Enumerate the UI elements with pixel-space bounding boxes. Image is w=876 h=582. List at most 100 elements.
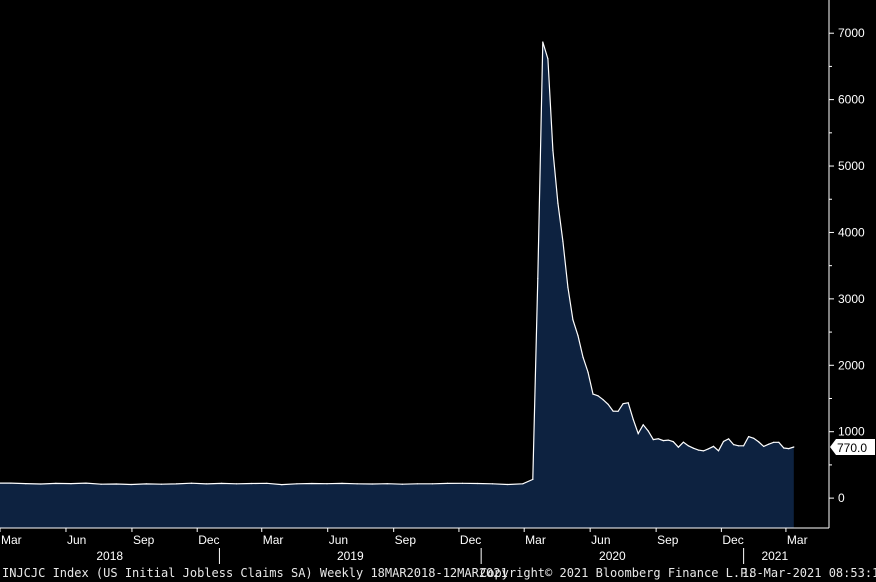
- data-point: [602, 399, 604, 401]
- data-point: [753, 437, 755, 439]
- data-point: [682, 441, 685, 443]
- data-point: [492, 483, 494, 485]
- x-tick-label: Mar: [263, 533, 284, 547]
- data-point: [587, 371, 589, 373]
- data-point: [446, 482, 449, 484]
- data-point: [687, 445, 690, 447]
- x-tick-label: Mar: [787, 533, 808, 547]
- data-point: [562, 240, 564, 242]
- y-tick-label: 7000: [838, 26, 865, 40]
- data-point: [743, 445, 745, 447]
- data-point: [667, 439, 669, 441]
- footer-series-info: INJCJC Index (US Initial Jobless Claims …: [2, 566, 508, 580]
- y-tick-label: 1000: [838, 425, 865, 439]
- data-point: [507, 483, 509, 486]
- data-point: [582, 356, 584, 358]
- data-point: [205, 483, 208, 485]
- data-point: [637, 433, 639, 435]
- data-point: [311, 482, 313, 485]
- data-point: [738, 445, 740, 447]
- x-year-label: 2021: [761, 549, 788, 563]
- data-point: [577, 335, 579, 337]
- data-point: [712, 445, 715, 447]
- data-point: [567, 286, 569, 288]
- data-point: [522, 483, 524, 485]
- footer-timestamp: 18-Mar-2021 08:53:12: [742, 566, 876, 580]
- data-point: [190, 482, 193, 484]
- data-point: [547, 58, 549, 60]
- data-point: [281, 484, 283, 486]
- data-point: [592, 393, 594, 395]
- series-area: [0, 42, 794, 528]
- x-tick-label: Sep: [395, 533, 417, 547]
- data-point: [416, 483, 418, 485]
- x-tick-label: Dec: [460, 533, 481, 547]
- data-point: [542, 41, 544, 43]
- y-tick-label: 6000: [838, 93, 865, 107]
- data-point: [733, 444, 735, 446]
- x-tick-label: Dec: [722, 533, 743, 547]
- x-tick-label: Jun: [329, 533, 348, 547]
- data-point: [778, 441, 780, 443]
- data-point: [758, 441, 760, 443]
- data-point: [341, 482, 343, 484]
- data-point: [788, 448, 790, 450]
- data-point: [175, 483, 177, 485]
- x-tick-label: Jun: [591, 533, 610, 547]
- data-point: [477, 482, 479, 485]
- data-point: [236, 483, 238, 485]
- x-tick-label: Sep: [657, 533, 679, 547]
- data-point: [386, 483, 388, 485]
- data-point: [647, 430, 649, 432]
- data-point: [70, 483, 72, 485]
- data-point: [266, 482, 268, 484]
- x-tick-label: Sep: [133, 533, 155, 547]
- data-point: [783, 447, 785, 449]
- data-point: [617, 410, 619, 412]
- x-tick-label: Jun: [67, 533, 86, 547]
- data-point: [100, 483, 102, 485]
- data-point: [672, 441, 674, 443]
- data-point: [10, 482, 12, 484]
- data-point: [662, 440, 664, 442]
- data-point: [115, 483, 117, 485]
- data-point: [221, 482, 223, 484]
- y-tick-label: 4000: [838, 225, 865, 239]
- data-point: [160, 483, 162, 485]
- data-point: [40, 483, 42, 485]
- y-tick-label: 0: [838, 491, 845, 505]
- series-line: [0, 41, 794, 486]
- data-point: [632, 418, 634, 420]
- data-point: [773, 441, 775, 443]
- x-tick-label: Mar: [525, 533, 546, 547]
- x-year-label: 2020: [599, 549, 626, 563]
- x-tick-label: Mar: [1, 533, 22, 547]
- data-point: [728, 438, 730, 440]
- data-point: [130, 483, 132, 486]
- data-point: [697, 449, 700, 451]
- data-point: [431, 483, 433, 485]
- y-tick-label: 5000: [838, 159, 865, 173]
- data-point: [552, 149, 554, 151]
- data-point: [85, 482, 87, 484]
- data-point: [401, 483, 403, 485]
- data-point: [717, 450, 720, 452]
- data-point: [612, 410, 614, 412]
- data-point: [557, 202, 559, 204]
- data-point: [763, 445, 765, 447]
- data-point: [657, 438, 659, 440]
- data-point: [572, 319, 574, 321]
- data-point: [707, 448, 710, 450]
- chart: 0 1000 2000 3000 4000 5000 6000 7000 Mar Jun Sep D…: [0, 0, 875, 564]
- data-point: [627, 402, 629, 404]
- data-point: [642, 424, 644, 426]
- last-value-label: 770.0: [837, 441, 867, 455]
- x-year-label: 2018: [96, 549, 123, 563]
- data-point: [251, 482, 253, 485]
- data-point: [652, 439, 654, 441]
- data-point: [55, 482, 57, 484]
- data-point: [722, 440, 725, 443]
- data-point: [677, 446, 680, 448]
- data-point: [537, 277, 539, 280]
- x-year-label: 2019: [337, 549, 364, 563]
